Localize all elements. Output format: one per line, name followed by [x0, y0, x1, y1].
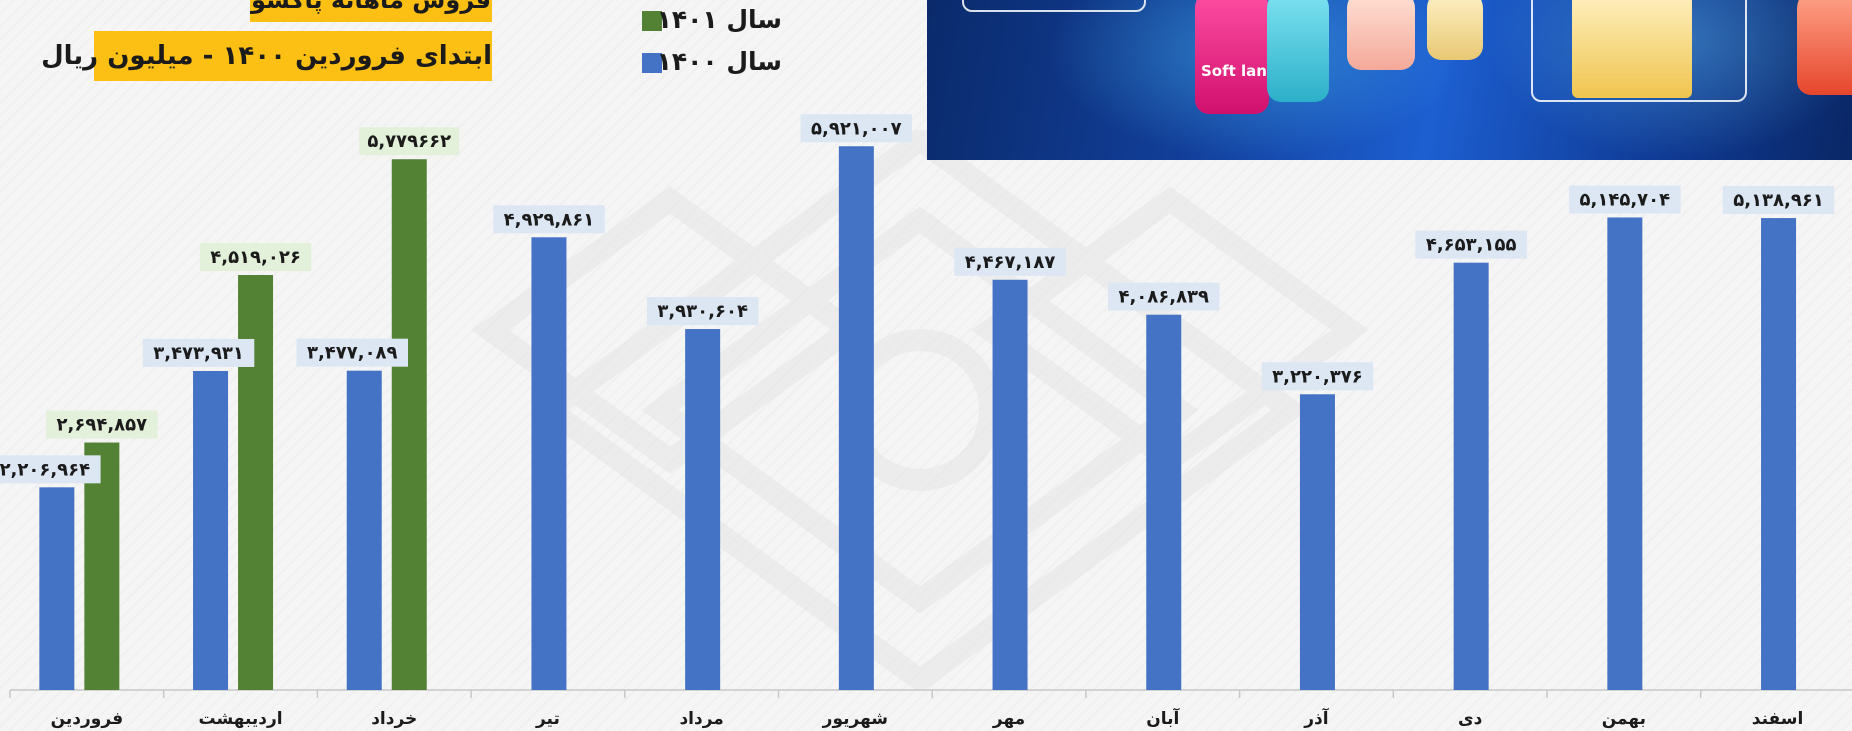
- data-label: ۳,۲۲۰,۳۷۶: [1272, 366, 1363, 387]
- bar-1400: [39, 487, 75, 690]
- chart-title: فروش ماهانه پاکشو: [250, 0, 492, 22]
- brand-label: Soft lan: [1201, 62, 1267, 80]
- data-label: ۴,۵۱۹,۰۲۶: [210, 247, 301, 268]
- bar-1400: [838, 146, 874, 690]
- data-label: ۴,۰۸۶,۸۳۹: [1118, 287, 1209, 308]
- bar-1400: [1761, 218, 1797, 690]
- data-label-bg: [199, 243, 312, 272]
- data-label-bg: [493, 205, 605, 234]
- data-label: ۲,۶۹۴,۸۵۷: [57, 415, 148, 436]
- data-label: ۵,۷۷۹۶۶۲: [367, 131, 451, 152]
- data-label: ۲,۲۰۶,۹۶۴: [0, 459, 90, 480]
- data-label-bg: [1261, 362, 1374, 391]
- data-label-bg: [359, 127, 460, 156]
- legend-swatch-1401: [642, 11, 662, 31]
- data-label-bg: [646, 297, 759, 326]
- data-label: ۴,۹۲۹,۸۶۱: [504, 209, 595, 230]
- category-label: بهمن: [1602, 709, 1646, 729]
- bar-1400: [346, 370, 382, 690]
- category-label: اردیبهشت: [198, 709, 282, 729]
- data-label-bg: [1722, 186, 1835, 215]
- bar-1400: [992, 279, 1028, 690]
- data-label: ۴,۴۶۷,۱۸۷: [965, 252, 1056, 273]
- data-label: ۳,۴۷۳,۹۳۱: [153, 343, 244, 364]
- category-label: خرداد: [371, 709, 417, 729]
- bar-1400: [685, 329, 721, 690]
- category-label: شهریور: [822, 709, 888, 729]
- data-label-bg: [1569, 185, 1681, 214]
- data-label-bg: [1108, 282, 1220, 311]
- data-label: ۵,۹۲۱,۰۰۷: [811, 118, 902, 139]
- bar-1401: [238, 275, 274, 690]
- data-label-bg: [954, 247, 1066, 276]
- data-label-bg: [0, 455, 101, 484]
- category-label: آبان: [1146, 707, 1180, 729]
- svg-text:Soft lan: Soft lan: [1201, 62, 1267, 80]
- bar-1401: [84, 442, 120, 690]
- category-label: تیر: [535, 709, 560, 729]
- legend-item-1400: سال ۱۴۰۰: [642, 45, 782, 79]
- data-label-bg: [800, 114, 913, 143]
- data-label-bg: [296, 338, 408, 367]
- data-label: ۵,۱۳۸,۹۶۱: [1733, 190, 1824, 211]
- legend-label-1401: سال ۱۴۰۱: [656, 5, 782, 34]
- data-label: ۳,۹۳۰,۶۰۴: [657, 301, 748, 322]
- category-label: فروردین: [51, 709, 123, 729]
- bar-1400: [193, 370, 229, 690]
- legend-item-1401: سال ۱۴۰۱: [642, 3, 782, 37]
- data-label-bg: [1415, 230, 1527, 259]
- data-label: ۳,۴۷۷,۰۸۹: [307, 343, 398, 364]
- bar-1400: [1607, 217, 1643, 690]
- product-photo: Soft lan: [927, 0, 1852, 160]
- bar-1400: [1453, 262, 1489, 690]
- bar-1400: [1146, 314, 1182, 690]
- legend-swatch-1400: [642, 53, 662, 73]
- data-label: ۵,۱۴۵,۷۰۴: [1580, 189, 1671, 210]
- legend-label-1400: سال ۱۴۰۰: [656, 47, 782, 76]
- chart-subtitle: ابتدای فروردین ۱۴۰۰ - میلیون ریال: [41, 31, 492, 81]
- bar-1400: [531, 237, 567, 691]
- bar-1401: [391, 159, 427, 690]
- category-label: مرداد: [679, 709, 723, 729]
- data-label-bg: [142, 338, 255, 367]
- data-label: ۴,۶۵۳,۱۵۵: [1426, 235, 1517, 256]
- bar-1400: [1299, 394, 1335, 690]
- category-label: آذر: [1303, 707, 1330, 729]
- category-label: دی: [1458, 709, 1483, 729]
- category-label: اسفند: [1752, 709, 1804, 729]
- category-label: مهر: [992, 709, 1025, 729]
- data-label-bg: [46, 410, 158, 439]
